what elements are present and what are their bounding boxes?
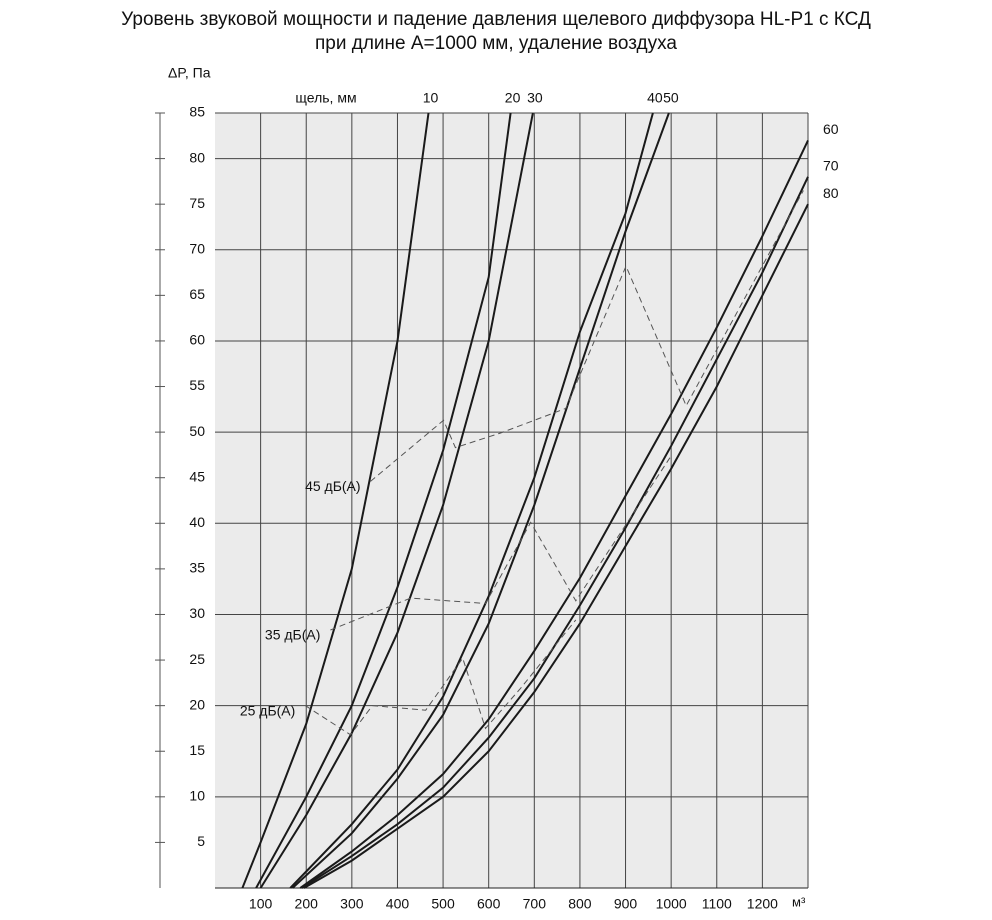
chart-title: Уровень звуковой мощности и падение давл… [121, 9, 871, 30]
y-axis-label: ΔP, Па [168, 65, 211, 81]
noise-line [370, 190, 804, 482]
y-tick-label: 80 [189, 149, 205, 165]
curve-label: 60 [823, 121, 839, 137]
y-tick-label: 60 [189, 332, 205, 348]
x-tick-label: 1100 [702, 896, 732, 912]
noise-line [330, 455, 672, 631]
y-tick-label: 30 [189, 605, 205, 621]
y-tick-label: 15 [189, 742, 205, 758]
curve-label: 10 [423, 90, 439, 106]
x-tick-label: 400 [386, 896, 410, 912]
plot-area [215, 113, 808, 888]
x-unit: м³ [792, 894, 806, 909]
curve-label: 50 [663, 90, 679, 106]
x-tick-label: 800 [568, 896, 592, 912]
x-tick-label: 500 [431, 896, 455, 912]
y-tick-label: 25 [189, 651, 205, 667]
y-tick-label: 85 [189, 104, 205, 120]
curve [255, 112, 512, 889]
curve [259, 112, 534, 889]
x-tick-label: 700 [523, 896, 547, 912]
x-tick-label: 300 [340, 896, 364, 912]
y-tick-label: 10 [189, 788, 205, 804]
curve [303, 203, 809, 889]
noise-label: 45 дБ(А) [305, 478, 360, 494]
y-tick-label: 35 [189, 560, 205, 576]
series-label: щель, мм [295, 90, 356, 106]
curve [241, 112, 430, 889]
curve-label: 20 [505, 90, 521, 106]
y-tick-label: 50 [189, 423, 205, 439]
curve [291, 112, 670, 889]
chart-subtitle: при длине А=1000 мм, удаление воздуха [315, 33, 677, 54]
y-tick-label: 70 [189, 240, 205, 256]
x-tick-label: 900 [614, 896, 638, 912]
y-tick-label: 40 [189, 514, 205, 530]
y-tick-label: 65 [189, 286, 205, 302]
curve-label: 70 [823, 158, 839, 174]
y-tick-label: 55 [189, 377, 205, 393]
y-tick-label: 75 [189, 195, 205, 211]
noise-label: 35 дБ(А) [265, 627, 320, 643]
y-tick-label: 20 [189, 696, 205, 712]
x-tick-label: 100 [249, 896, 273, 912]
x-tick-label: 1200 [747, 896, 778, 912]
y-tick-label: 5 [197, 833, 205, 849]
curve [301, 176, 809, 889]
noise-label: 25 дБ(А) [240, 702, 295, 718]
y-tick-label: 45 [189, 468, 205, 484]
x-tick-label: 200 [295, 896, 319, 912]
curve-label: 40 [647, 90, 663, 106]
x-tick-label: 1000 [656, 896, 687, 912]
curve-label: 30 [527, 90, 543, 106]
curve [299, 139, 809, 889]
curve-label: 80 [823, 185, 839, 201]
noise-line [305, 619, 577, 736]
curve [289, 112, 654, 889]
x-tick-label: 600 [477, 896, 501, 912]
